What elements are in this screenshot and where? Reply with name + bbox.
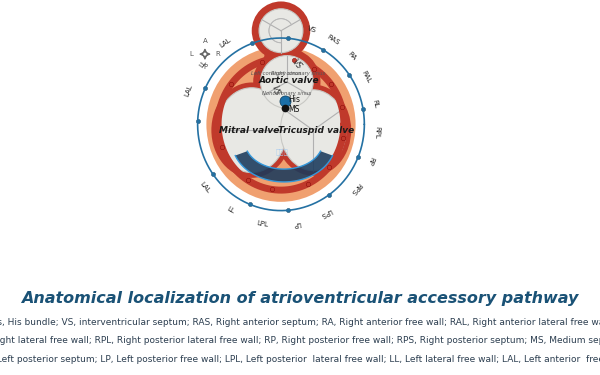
Text: R: R [216,51,220,57]
Text: VS: VS [307,26,317,34]
Text: VS: VS [269,85,281,97]
Ellipse shape [206,47,356,202]
Text: RAL: RAL [361,70,372,84]
Polygon shape [235,151,332,182]
Ellipse shape [253,48,320,116]
Text: LAL: LAL [199,180,212,194]
Text: A: A [203,38,208,44]
Text: L: L [190,51,194,57]
Text: RP: RP [366,156,375,166]
Text: RPL: RPL [374,126,380,140]
Text: Noncoronary sinus: Noncoronary sinus [262,91,311,96]
Ellipse shape [275,84,351,176]
Text: Tricuspid valve: Tricuspid valve [278,126,354,135]
Text: Mitral valve: Mitral valve [218,126,279,135]
Ellipse shape [221,62,341,187]
Text: RL, Right lateral free wall; RPL, Right posterior lateral free wall; RP, Right p: RL, Right lateral free wall; RPL, Right … [0,336,600,345]
Text: LAL: LAL [218,36,232,49]
Text: RA: RA [347,51,358,62]
Ellipse shape [211,82,292,178]
Text: His, His bundle; VS, interventricular septum; RAS, Right anterior septum; RA, Ri: His, His bundle; VS, interventricular se… [0,318,600,327]
Text: Right coronary sinus: Right coronary sinus [271,71,325,76]
Text: LP: LP [292,220,301,227]
Text: LL: LL [198,59,208,69]
Text: Aortic valve: Aortic valve [259,76,319,85]
Text: Anatomical localization of atrioventricular accessory pathway: Anatomical localization of atrioventricu… [22,291,578,306]
Ellipse shape [260,56,313,108]
Text: LL: LL [226,206,236,215]
Text: 冠状窦: 冠状窦 [276,149,289,155]
Ellipse shape [280,90,346,171]
Text: LPS: LPS [319,208,332,219]
Ellipse shape [259,9,303,53]
Ellipse shape [217,88,287,172]
Text: RPS: RPS [349,182,362,196]
Text: Left coronary sinus: Left coronary sinus [251,71,302,76]
Ellipse shape [252,2,310,60]
Text: LPS, Left posterior septum; LP, Left posterior free wall; LPL, Left posterior  l: LPS, Left posterior septum; LP, Left pos… [0,355,600,364]
Polygon shape [262,52,300,73]
Text: RL: RL [371,99,379,109]
Text: P: P [203,64,207,70]
Text: MS: MS [289,105,299,114]
Text: LPL: LPL [257,220,269,228]
Text: LAL: LAL [184,84,194,98]
Text: His: His [289,95,301,104]
Text: RAS: RAS [325,34,340,46]
Text: VS: VS [290,58,304,71]
